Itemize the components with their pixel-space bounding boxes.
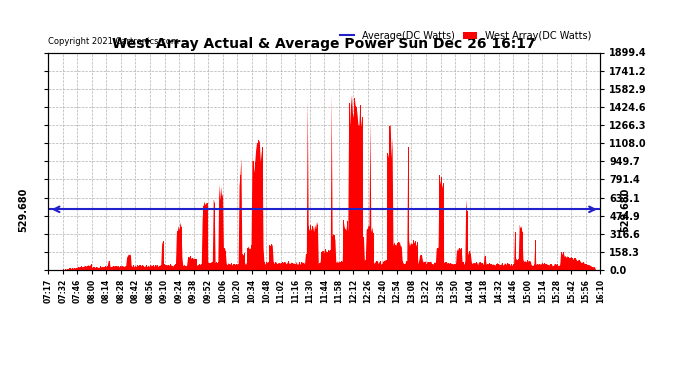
- Legend: Average(DC Watts), West Array(DC Watts): Average(DC Watts), West Array(DC Watts): [336, 27, 595, 45]
- Text: 529.680: 529.680: [620, 187, 630, 231]
- Text: 529.680: 529.680: [19, 187, 28, 231]
- Text: Copyright 2021 Cartronics.com: Copyright 2021 Cartronics.com: [48, 37, 179, 46]
- Title: West Array Actual & Average Power Sun Dec 26 16:17: West Array Actual & Average Power Sun De…: [112, 38, 536, 51]
